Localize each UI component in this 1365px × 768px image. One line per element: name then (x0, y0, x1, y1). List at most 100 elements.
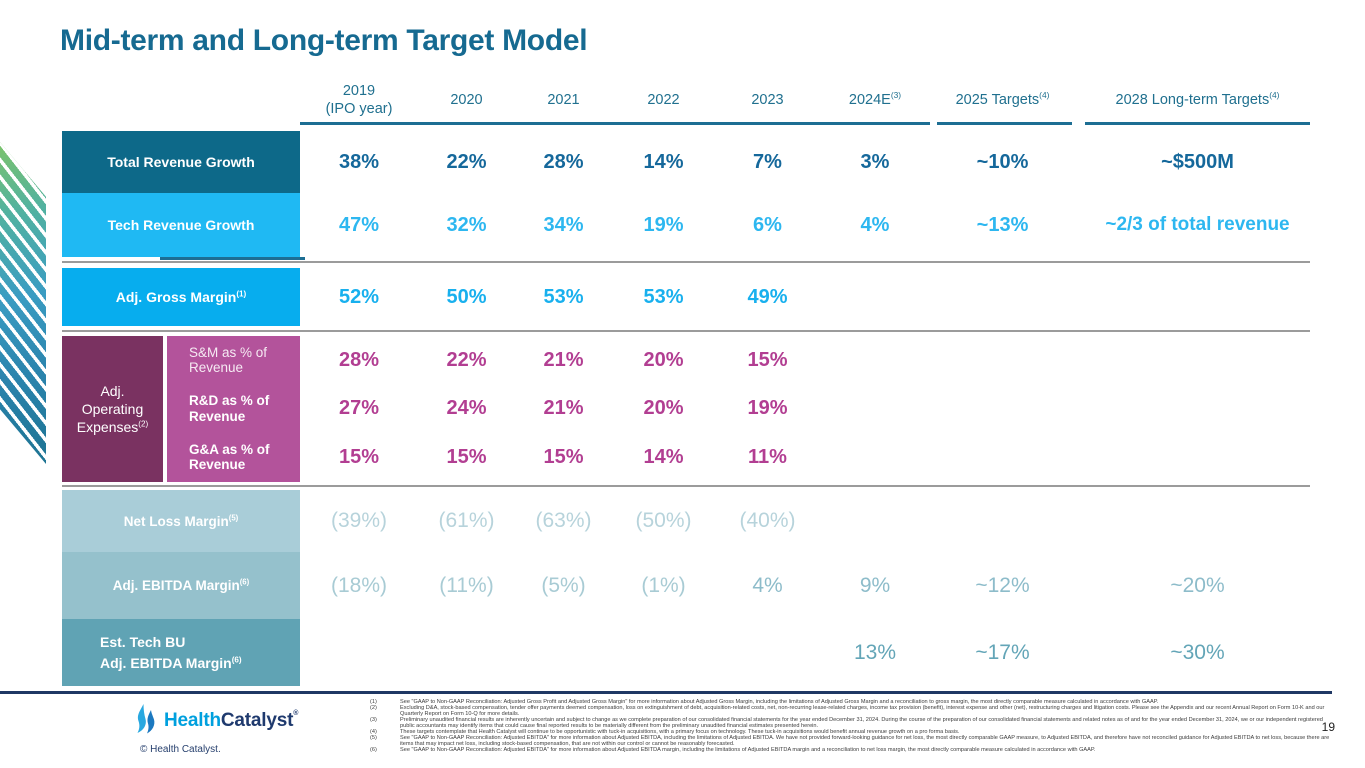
target-model-table: 2019 (IPO year) 2020 2021 2022 2023 2024… (62, 78, 1320, 686)
value-cell: 53% (643, 285, 684, 308)
footnote-item: (4) These targets contemplate that Healt… (370, 729, 960, 735)
value-cell: 20% (643, 348, 684, 371)
value-cell: 21% (543, 397, 584, 420)
value-cell: 15% (338, 445, 380, 468)
value-cell: 22% (446, 348, 487, 371)
logo-wordmark: HealthCatalyst® (164, 710, 299, 731)
value-cell: 19% (643, 213, 684, 236)
value-cell: 15% (446, 445, 487, 468)
value-cell: 28% (338, 348, 380, 371)
value-cell: 11% (748, 445, 787, 468)
row-label-tech-revenue-growth: Tech Revenue Growth (62, 193, 300, 257)
value-cell: (1%) (641, 573, 686, 597)
row-label-net-loss-margin: Net Loss Margin(5) (62, 490, 300, 552)
opex-values: 28% 22% 21% 20% 15% 27% 24% 21% 20% 19% … (300, 336, 1320, 482)
empty-cell (930, 268, 1075, 326)
value-cell (612, 619, 715, 686)
row-label-est-tech-bu: Est. Tech BU Adj. EBITDA Margin(6) (62, 619, 300, 686)
section-divider (62, 330, 1310, 332)
row-label-adj-ebitda-margin: Adj. EBITDA Margin(6) (62, 552, 300, 619)
value-cell: 27% (338, 397, 380, 420)
underline-2028 (1085, 122, 1310, 125)
value-cell: 13% (853, 640, 897, 664)
header-spacer (62, 78, 300, 122)
value-cell: (61%) (438, 509, 495, 532)
empty-cell (820, 490, 930, 552)
footnote-item: (5) See "GAAP to Non-GAAP Reconciliation… (370, 735, 1330, 747)
section-divider (62, 261, 1310, 263)
empty-cell (930, 385, 1075, 434)
sublabel-rd: R&D as % of Revenue (189, 393, 270, 424)
health-catalyst-flame-icon (137, 704, 155, 734)
footnote-item: (1) See "GAAP to Non-GAAP Reconciliation… (370, 699, 1159, 705)
value-cell (715, 619, 820, 686)
empty-cell (820, 385, 930, 434)
empty-cell (820, 433, 930, 482)
col-header-2025-targets: 2025 Targets(4) (955, 90, 1050, 108)
col-header-2019-year: 2019 (342, 82, 376, 99)
row-tech-revenue-growth: Tech Revenue Growth 47% 32% 34% 19% 6% 4… (62, 193, 1320, 257)
value-cell: 24% (446, 397, 487, 420)
value-cell: 47% (338, 213, 380, 236)
header-underline (62, 122, 1320, 125)
footnotes: (1) See "GAAP to Non-GAAP Reconciliation… (370, 699, 1332, 753)
row-adj-ebitda-margin: Adj. EBITDA Margin(6) (18%) (11%) (5%) (… (62, 552, 1320, 619)
col-header-2019: 2019 (IPO year) (300, 78, 418, 122)
col-header-2024e: 2024E(3) (848, 90, 902, 108)
empty-cell (820, 268, 930, 326)
row-adj-gross-margin: Adj. Gross Margin(1) 52% 50% 53% 53% 49% (62, 268, 1320, 326)
row-label-total-revenue-growth: Total Revenue Growth (62, 131, 300, 193)
empty-cell (1075, 385, 1320, 434)
empty-cell (820, 336, 930, 385)
value-cell: ~12% (975, 573, 1030, 597)
row-net-loss-margin: Net Loss Margin(5) (39%) (61%) (63%) (50… (62, 490, 1320, 552)
section-adj-operating-expenses: Adj. Operating Expenses(2) S&M as % of R… (62, 336, 1320, 482)
value-cell: 15% (747, 348, 788, 371)
value-cell: 50% (446, 285, 487, 308)
value-cell: 19% (747, 397, 788, 420)
value-cell: ~10% (976, 150, 1029, 173)
empty-cell (1075, 336, 1320, 385)
value-cell (300, 619, 418, 686)
value-cell (515, 619, 612, 686)
footnote-item: (2) Excluding D&A, stock-based compensat… (370, 705, 1325, 717)
value-cell: 22% (446, 150, 487, 173)
underline-history (300, 122, 930, 125)
col-header-2021: 2021 (547, 91, 580, 108)
value-cell: ~20% (1170, 573, 1225, 597)
empty-cell (930, 433, 1075, 482)
empty-cell (930, 336, 1075, 385)
footnote-item: (6) See "GAAP to Non-GAAP Reconciliation… (370, 747, 1096, 753)
value-cell: 4% (752, 573, 783, 597)
value-cell: (40%) (739, 509, 796, 532)
empty-cell (1075, 490, 1320, 552)
trademark-symbol: ® (293, 710, 299, 717)
value-cell: ~30% (1170, 640, 1225, 664)
table-header-row: 2019 (IPO year) 2020 2021 2022 2023 2024… (62, 78, 1320, 122)
value-cell: (63%) (535, 509, 592, 532)
page-number: 19 (1321, 720, 1335, 734)
sublabel-ga: G&A as % of Revenue (189, 441, 270, 473)
col-header-2020: 2020 (450, 91, 483, 108)
sublabel-sm: S&M as % of Revenue (189, 344, 268, 376)
footnote-item: (3) Preliminary unaudited financial resu… (370, 717, 1323, 729)
value-cell (418, 619, 515, 686)
empty-cell (1075, 433, 1320, 482)
opex-sublabels: S&M as % of Revenue R&D as % of Revenue … (167, 336, 300, 482)
empty-cell (1075, 268, 1320, 326)
value-cell: 6% (753, 213, 782, 236)
row-est-tech-bu-ebitda-margin: Est. Tech BU Adj. EBITDA Margin(6) 13% ~… (62, 619, 1320, 686)
value-cell: 49% (747, 285, 788, 308)
value-cell: 4% (860, 213, 890, 236)
value-cell: 53% (543, 285, 584, 308)
value-cell: (5%) (541, 573, 586, 597)
value-cell: ~2/3 of total revenue (1105, 214, 1290, 235)
value-cell: ~13% (976, 213, 1029, 236)
value-cell: (18%) (330, 573, 388, 597)
value-cell: 14% (643, 150, 684, 173)
tech-row-underline-decoration (160, 257, 305, 260)
col-header-2028-targets: 2028 Long-term Targets(4) (1115, 90, 1280, 108)
value-cell: 34% (543, 213, 584, 236)
empty-cell (930, 490, 1075, 552)
